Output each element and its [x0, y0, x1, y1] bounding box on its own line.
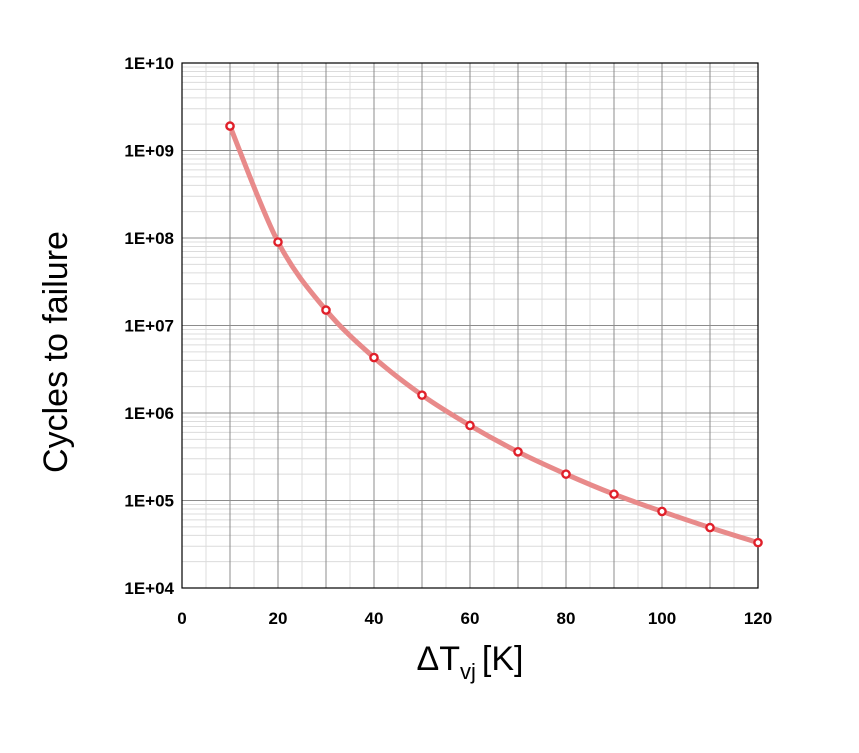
data-point: [225, 121, 235, 131]
x-axis-title-subscript: vj: [460, 659, 476, 684]
y-tick-labels: 1E+04 1E+05 1E+06 1E+07 1E+08 1E+09 1E+10: [124, 54, 174, 598]
y-tick-label: 1E+07: [124, 317, 174, 336]
x-tick-label: 20: [269, 609, 288, 628]
data-point: [705, 522, 715, 533]
data-point: [561, 469, 571, 479]
data-point: [513, 447, 523, 457]
y-tick-label: 1E+05: [124, 492, 174, 511]
x-tick-label: 120: [744, 609, 772, 628]
data-point: [417, 390, 427, 400]
data-point: [369, 352, 379, 363]
x-axis-title-unit: [K]: [482, 640, 524, 678]
data-point: [609, 489, 619, 500]
plot-area-frame: [181, 62, 759, 589]
data-point: [657, 506, 667, 517]
x-tick-label: 40: [365, 609, 384, 628]
y-tick-label: 1E+04: [124, 579, 174, 598]
y-axis-title: Cycles to failure: [37, 231, 75, 473]
data-point: [465, 420, 475, 431]
x-axis-title: ΔTvj [K]: [417, 640, 524, 684]
x-axis-title-main: ΔT: [417, 640, 460, 678]
data-point: [273, 237, 283, 247]
x-tick-label: 80: [557, 609, 576, 628]
y-tick-label: 1E+08: [124, 229, 174, 248]
series-points: [225, 121, 763, 548]
data-point: [321, 305, 331, 315]
x-tick-label: 60: [461, 609, 480, 628]
data-point: [753, 537, 763, 548]
y-tick-label: 1E+10: [124, 54, 174, 73]
y-tick-label: 1E+09: [124, 142, 174, 161]
x-tick-label: 100: [648, 609, 676, 628]
x-tick-label: 0: [177, 609, 186, 628]
y-tick-label: 1E+06: [124, 404, 174, 423]
x-tick-labels: 0 20 40 60 80 100 120: [177, 609, 772, 628]
